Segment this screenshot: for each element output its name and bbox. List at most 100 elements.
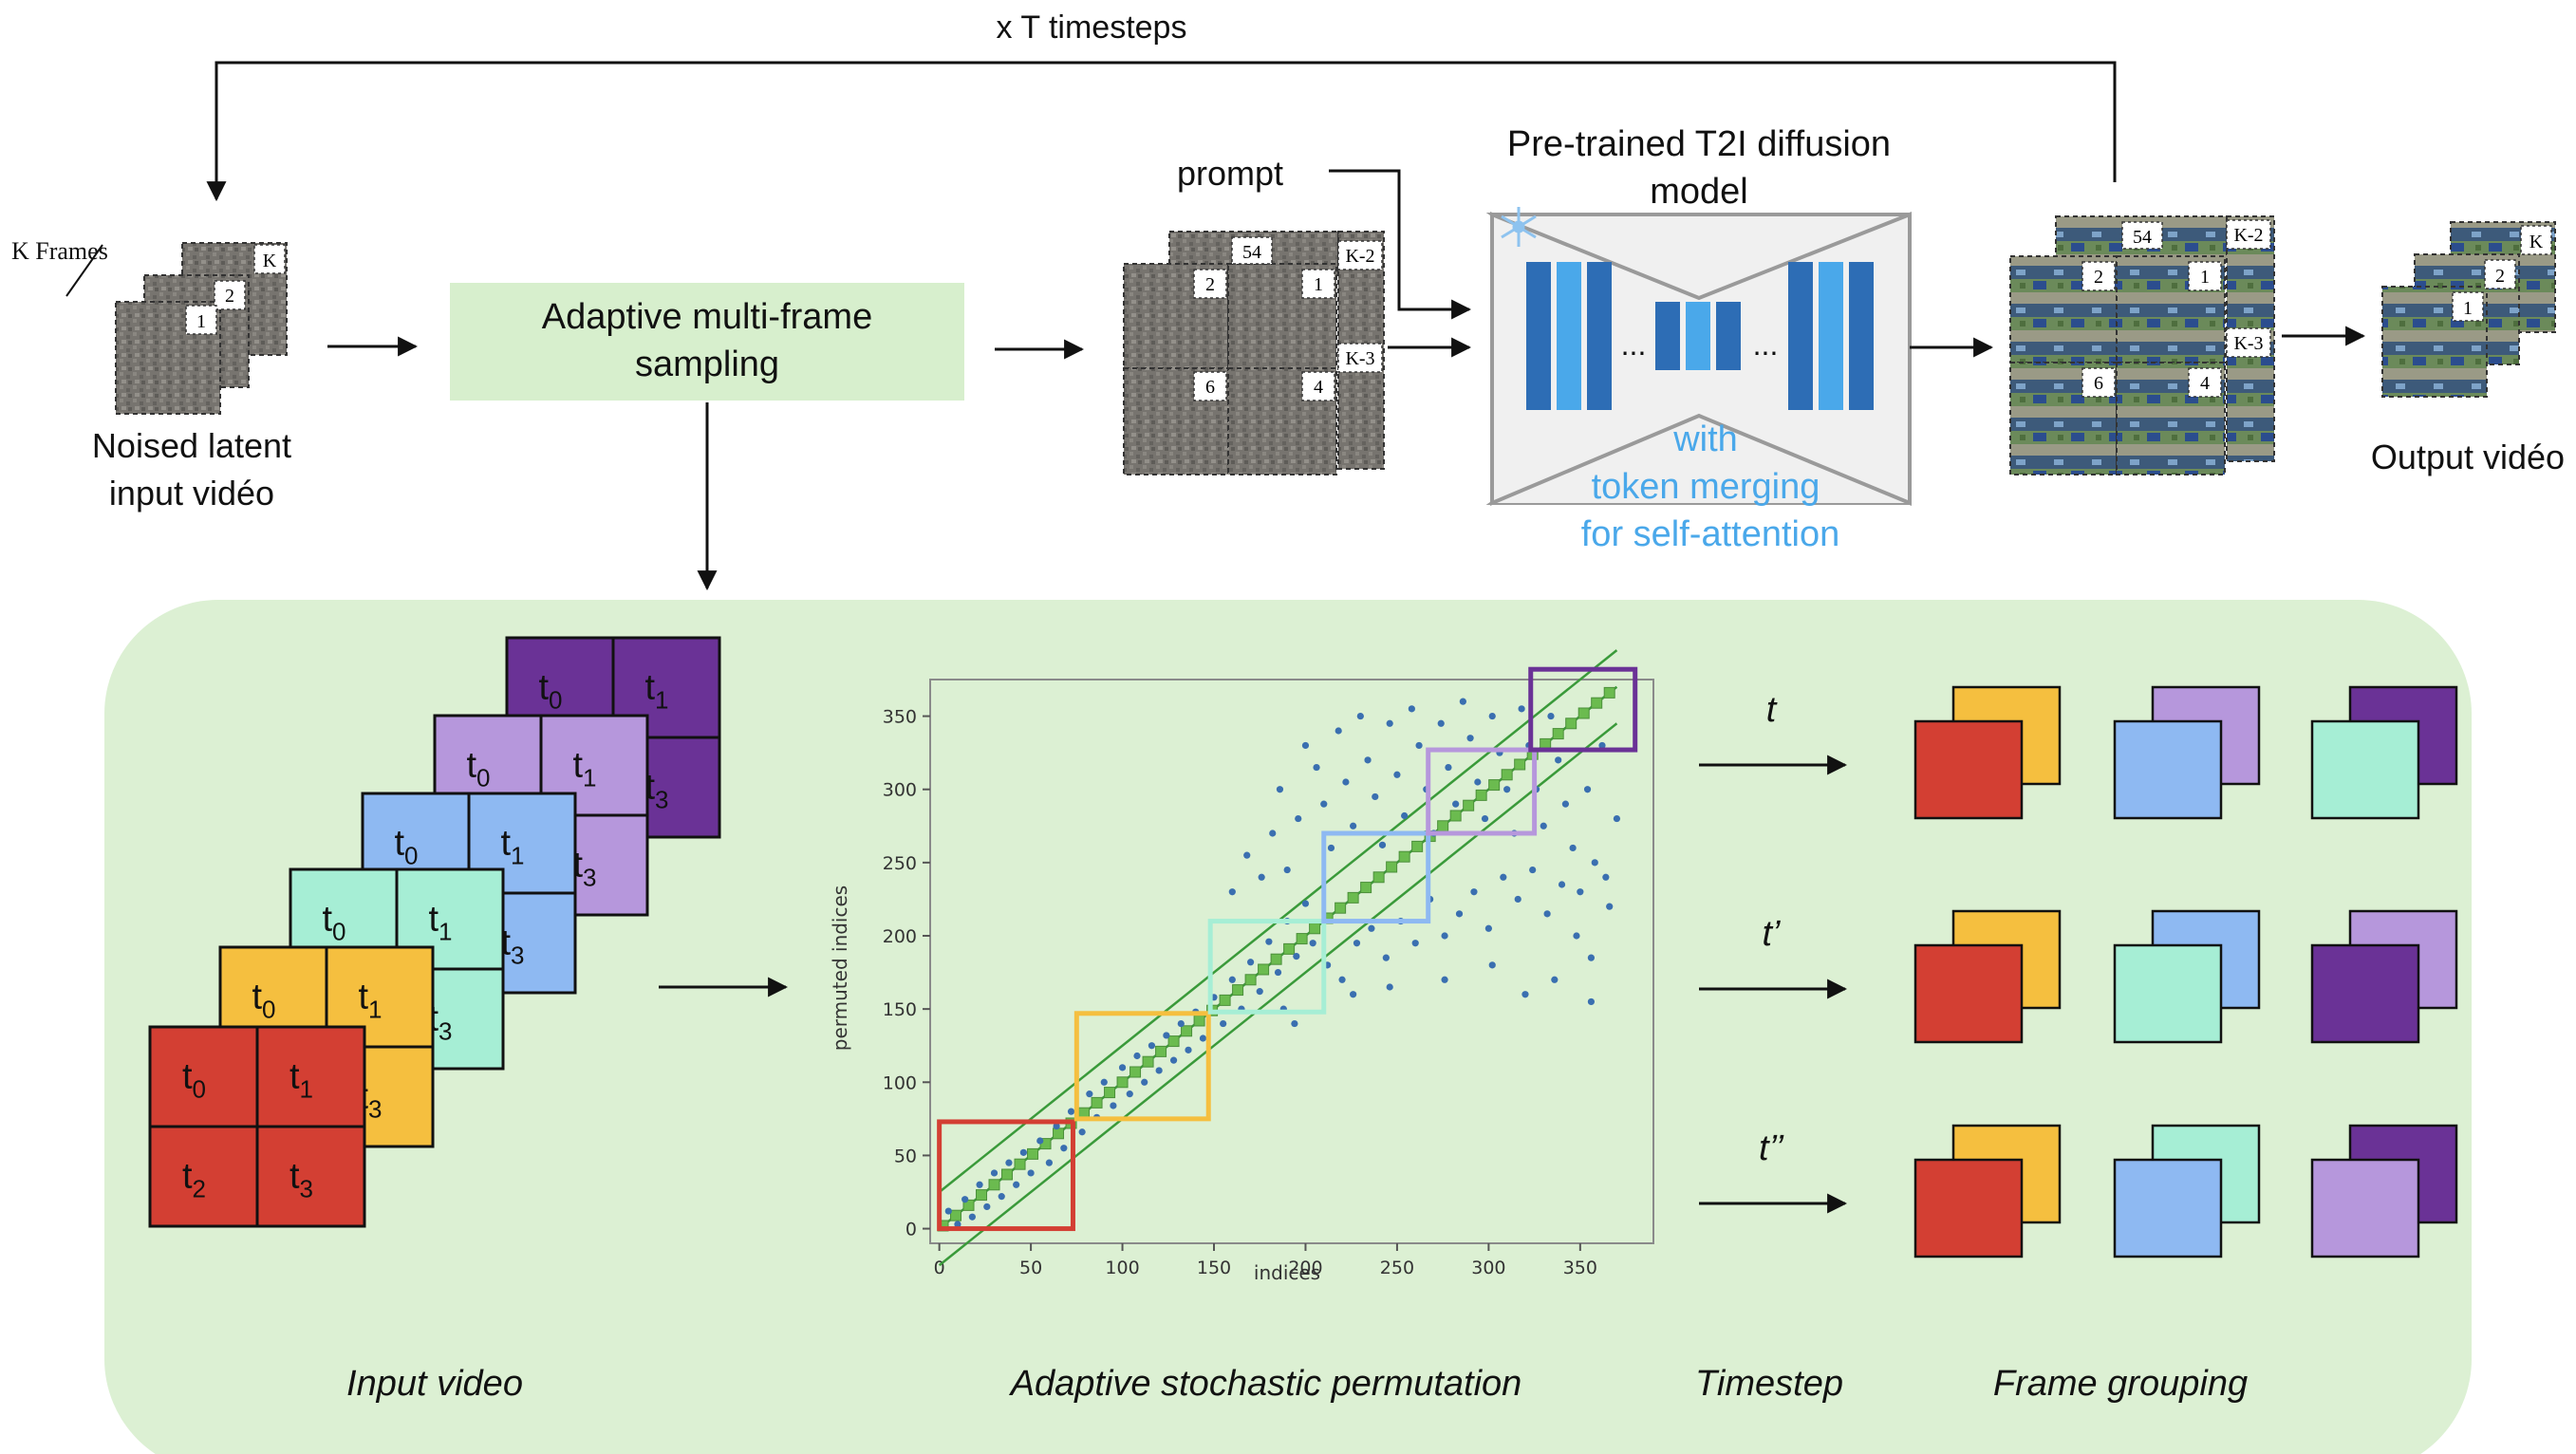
layer-bar (1557, 262, 1581, 410)
scatter-point (1488, 712, 1496, 720)
band-square (1155, 1045, 1167, 1057)
scatter-point (1045, 1159, 1053, 1166)
scatter-point (1350, 822, 1357, 830)
permutation-scatter-chart: 0 50 100 150 200 250 300 350 0 50 100 150 200 250 300… (829, 649, 1654, 1284)
noised-input-label-2: input vidéo (109, 474, 274, 513)
grid-badge-2 (1193, 269, 1227, 299)
grid-badge-4 (1301, 371, 1335, 401)
grid-badge-k2-text: K-2 (1345, 246, 1374, 267)
group-frame-front (1913, 719, 2024, 820)
tile-label: t3 (644, 768, 668, 814)
band-square (1577, 707, 1590, 719)
band-square (1514, 758, 1526, 771)
band-square (1398, 850, 1410, 863)
layer-bar (1716, 302, 1741, 370)
scatter-point (1141, 1078, 1148, 1086)
caption-input-video: Input video (346, 1364, 523, 1404)
scatter-point (976, 1181, 983, 1188)
scatter-point (1415, 741, 1423, 750)
scatter-point (954, 1221, 961, 1228)
scatter-point (1521, 991, 1529, 998)
scatter-point (1573, 932, 1580, 940)
group-frame-front (2310, 719, 2420, 820)
scatter-point (1583, 786, 1592, 793)
scatter-point (1133, 1052, 1141, 1060)
grid-badge-4-text: 4 (1314, 377, 1323, 398)
band-square (1386, 861, 1398, 873)
input-frame-tile: t0 t1 t2 t3 (148, 1025, 366, 1228)
group-window-red (937, 1119, 1075, 1232)
y-tick-label: 150 (883, 999, 917, 1020)
band-square (950, 1209, 962, 1221)
input-badge-2-text: 2 (225, 286, 234, 307)
grid-badge-1 (1301, 269, 1335, 299)
edit-badge-6-text: 6 (2094, 373, 2103, 394)
band-square (1411, 840, 1424, 852)
band-square (1335, 902, 1347, 914)
band-square (1219, 994, 1231, 1006)
band-square (976, 1189, 988, 1202)
x-axis-label: indices (1254, 1261, 1320, 1284)
scatter-point (1481, 814, 1489, 823)
scatter-point (1437, 719, 1445, 727)
layer-bar (1788, 262, 1813, 410)
tile-label: t0 (252, 978, 275, 1024)
model-ellipsis-right: ... (1753, 327, 1779, 362)
chart-plot-area (929, 679, 1654, 1244)
scatter-point (1027, 1169, 1035, 1177)
scatter-point (1155, 1067, 1163, 1074)
scatter-point (1382, 954, 1390, 961)
grid-badge-k2 (1337, 240, 1383, 270)
scatter-point (1591, 859, 1598, 867)
group-window-teal (1207, 919, 1327, 1015)
noised-input-label-1: Noised latent (92, 426, 291, 465)
group-frame-front (1913, 1158, 2024, 1258)
scatter-point (1258, 873, 1265, 881)
band-square (1565, 718, 1577, 730)
grid-badge-6 (1193, 371, 1227, 401)
scatter-point (1452, 800, 1460, 808)
scatter-point (1587, 997, 1596, 1006)
input-video-stacks: t0t1t3t0t1t3t0t1t3t0t1t3t0t1t3t0t1t2t3 (148, 636, 721, 1228)
band-square (962, 1199, 975, 1211)
band-square (1488, 779, 1501, 792)
edit-badge-k3-text: K-3 (2233, 333, 2263, 354)
scatter-point (1265, 938, 1273, 945)
scatter-point (1110, 1102, 1117, 1109)
scatter-point (1547, 712, 1555, 720)
x-tick-label: 200 (1288, 1258, 1322, 1278)
band-square (1475, 789, 1487, 801)
edit-badge-54-text: 54 (2133, 227, 2152, 248)
y-tick-label: 50 (894, 1146, 917, 1166)
edit-badge-1-text: 1 (2200, 267, 2210, 288)
band-square (1181, 1025, 1193, 1037)
band-lower-line (938, 722, 1618, 1267)
edit-badge-54 (2121, 221, 2163, 250)
scatter-point (1514, 895, 1521, 904)
output-badge-k (2520, 225, 2552, 255)
scatter-point (1338, 976, 1346, 983)
scatter-point (1301, 741, 1310, 750)
x-tick-label: 100 (1105, 1258, 1139, 1278)
scatter-point (1274, 968, 1282, 977)
model-note-1: with (1672, 419, 1738, 459)
x-tick-label: 250 (1380, 1258, 1414, 1278)
scatter-point (1441, 932, 1448, 940)
group-frame-front (2113, 943, 2223, 1044)
x-axis-ticks: 0 50 100 150 200 250 300 350 (934, 1243, 1597, 1278)
caption-timestep: Timestep (1695, 1364, 1843, 1404)
band-square (1167, 1035, 1180, 1048)
scatter-point (1005, 1159, 1013, 1166)
band-square (1360, 882, 1372, 894)
band-square (1116, 1076, 1129, 1089)
noised-input-stack: K Frames K 2 1 (11, 237, 288, 415)
scatter-point (1503, 786, 1511, 793)
group-frame-front (2113, 719, 2223, 820)
input-badge-1 (185, 305, 217, 335)
scatter-point (1368, 924, 1375, 932)
band-square (1027, 1147, 1039, 1160)
scatter-point (1067, 1108, 1075, 1115)
band-square (1270, 953, 1282, 965)
timestep-label: t’ (1763, 914, 1782, 954)
loop-arrow (206, 61, 2117, 202)
